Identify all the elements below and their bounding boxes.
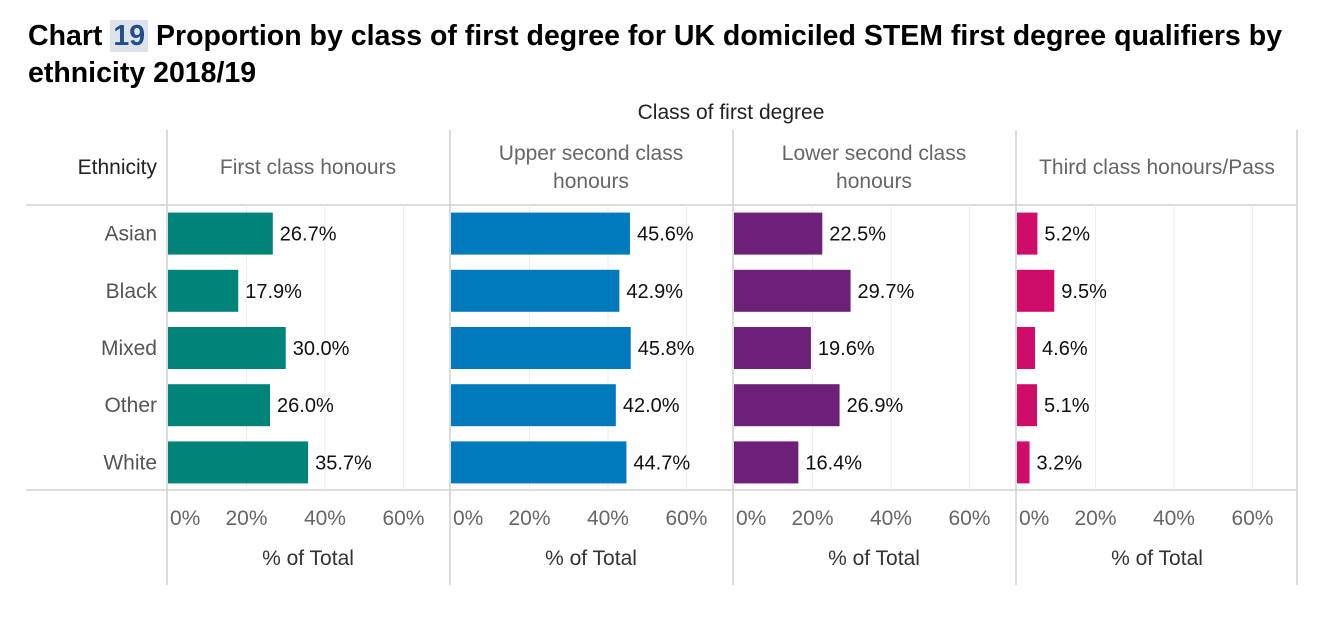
panel-header: Third class honours/Pass: [1039, 156, 1275, 179]
column-group-label: Class of first degree: [638, 101, 825, 124]
data-label: 26.0%: [277, 395, 334, 417]
data-label: 16.4%: [805, 452, 862, 474]
tick-label: 20%: [508, 507, 550, 530]
tick-label: 60%: [665, 507, 707, 530]
bar: [1017, 269, 1055, 312]
bar: [1017, 212, 1038, 255]
tick-label: 20%: [1074, 507, 1116, 530]
chart-title-prefix: Chart: [28, 20, 103, 52]
category-label: Mixed: [101, 337, 157, 360]
axis-title: % of Total: [545, 547, 637, 570]
panel-header: Upper second class: [499, 142, 683, 165]
data-label: 5.2%: [1044, 224, 1090, 246]
panel-header: First class honours: [220, 156, 396, 179]
chart-number: 19: [110, 20, 149, 52]
axis-title: % of Total: [1111, 547, 1203, 570]
panel-header: honours: [553, 170, 629, 193]
bar: [1017, 441, 1030, 484]
data-label: 4.6%: [1042, 338, 1088, 360]
tick-label: 0%: [736, 507, 766, 530]
chart-title-text: Proportion by class of first degree for …: [28, 20, 1282, 89]
data-label: 29.7%: [858, 281, 915, 303]
bar: [734, 269, 851, 312]
data-label: 19.6%: [818, 338, 875, 360]
bar: [168, 269, 239, 312]
data-label: 5.1%: [1044, 395, 1090, 417]
bar: [168, 384, 271, 427]
tick-label: 40%: [587, 507, 629, 530]
bar: [451, 269, 620, 312]
data-label: 44.7%: [633, 452, 690, 474]
data-label: 26.7%: [280, 224, 337, 246]
bar: [451, 212, 630, 255]
axis-title: % of Total: [828, 547, 920, 570]
bar: [734, 441, 799, 484]
bar: [168, 327, 286, 369]
tick-label: 0%: [453, 507, 483, 530]
data-label: 42.0%: [623, 395, 680, 417]
bar: [168, 212, 273, 255]
data-label: 45.8%: [638, 338, 695, 360]
bar: [451, 384, 616, 427]
bar: [168, 441, 309, 484]
tick-label: 60%: [948, 507, 990, 530]
tick-label: 40%: [1153, 507, 1195, 530]
row-header-label: Ethnicity: [78, 156, 158, 179]
data-label: 9.5%: [1061, 281, 1107, 303]
bar: [734, 327, 811, 369]
bar: [734, 384, 840, 427]
panel-header: honours: [836, 170, 912, 193]
tick-label: 60%: [1231, 507, 1273, 530]
data-label: 17.9%: [245, 281, 302, 303]
chart-title: Chart 19 Proportion by class of first de…: [28, 18, 1328, 92]
tick-label: 40%: [304, 507, 346, 530]
data-label: 26.9%: [847, 395, 904, 417]
tick-label: 40%: [870, 507, 912, 530]
axis-title: % of Total: [262, 547, 354, 570]
data-label: 45.6%: [637, 224, 694, 246]
category-label: Black: [106, 280, 158, 303]
bar: [451, 327, 631, 369]
bar: [451, 441, 627, 484]
panel-header: Lower second class: [782, 142, 966, 165]
data-label: 30.0%: [293, 338, 350, 360]
data-label: 42.9%: [626, 281, 683, 303]
tick-label: 60%: [382, 507, 424, 530]
data-label: 3.2%: [1037, 452, 1083, 474]
tick-label: 0%: [1019, 507, 1049, 530]
category-label: White: [103, 451, 157, 474]
bar: [1017, 327, 1036, 369]
category-label: Asian: [104, 223, 157, 246]
tick-label: 0%: [170, 507, 200, 530]
data-label: 22.5%: [829, 224, 886, 246]
tick-label: 20%: [225, 507, 267, 530]
bar: [1017, 384, 1038, 427]
tick-label: 20%: [791, 507, 833, 530]
category-label: Other: [104, 394, 157, 417]
bar: [734, 212, 823, 255]
data-label: 35.7%: [315, 452, 372, 474]
